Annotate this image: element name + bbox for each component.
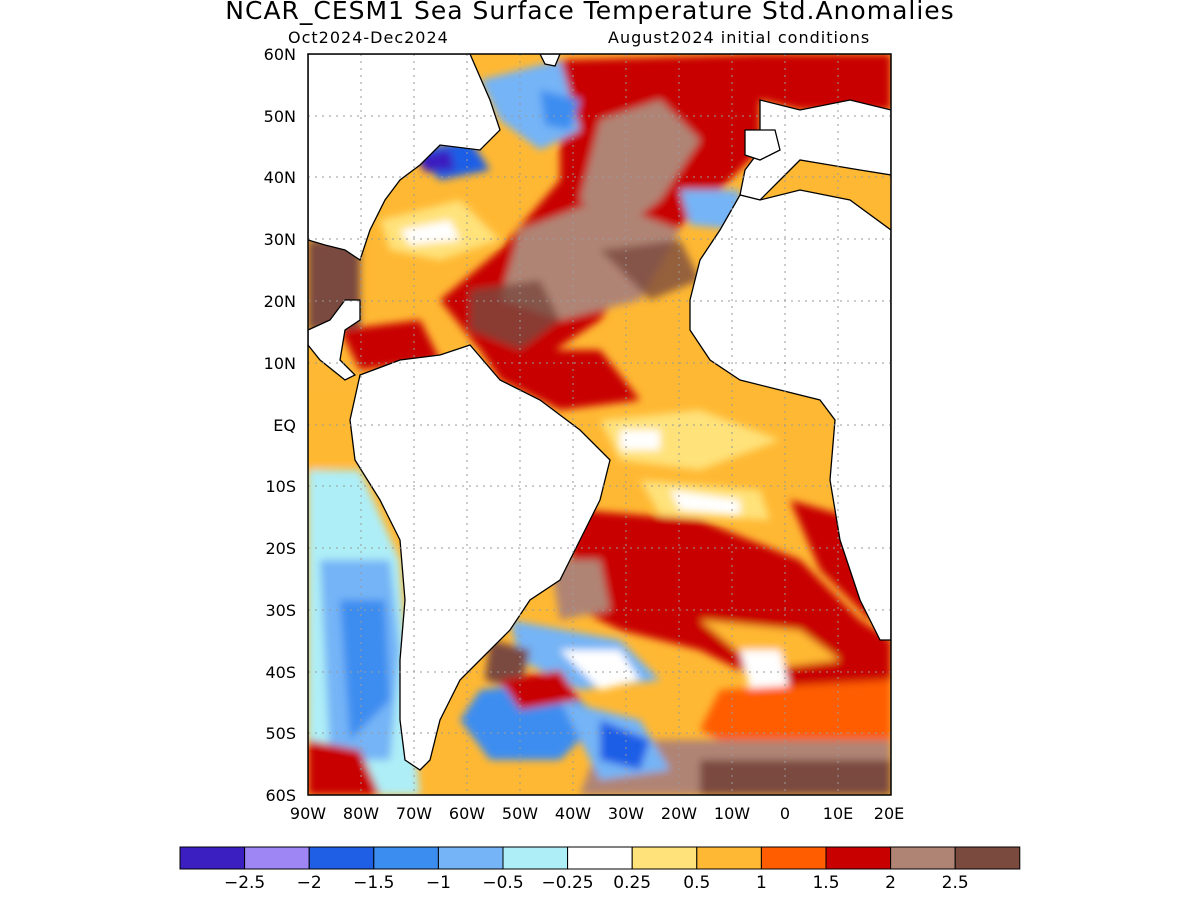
- colorbar-swatch: [502, 846, 569, 870]
- lat-tick: EQ: [273, 416, 296, 435]
- lat-tick: 20S: [265, 539, 296, 558]
- lon-axis: 90W 80W 70W 60W 50W 40W 30W 20W 10W 0 10…: [290, 804, 904, 823]
- lat-tick: 30N: [264, 230, 296, 249]
- lon-tick: 20W: [661, 804, 697, 823]
- lon-tick: 30W: [608, 804, 644, 823]
- lat-tick: 10S: [265, 477, 296, 496]
- colorbar-label: −2: [297, 873, 322, 893]
- colorbar-swatch: [244, 846, 310, 870]
- lat-tick: 30S: [265, 601, 296, 620]
- lat-tick: 40N: [264, 168, 296, 187]
- colorbar-swatch: [890, 846, 956, 870]
- lat-axis: 60N 50N 40N 30N 20N 10N EQ 10S 20S 30S 4…: [264, 45, 296, 805]
- graticule: [308, 54, 891, 795]
- colorbar-label: 1.5: [812, 873, 839, 893]
- lon-tick: 80W: [343, 804, 379, 823]
- colorbar-label: −2.5: [224, 873, 265, 893]
- lon-tick: 90W: [290, 804, 326, 823]
- colorbar-swatch: [179, 846, 246, 870]
- colorbar-swatch: [631, 846, 698, 870]
- colorbar-swatch: [308, 846, 375, 870]
- land: [308, 54, 891, 771]
- forecast-period: Oct2024-Dec2024: [288, 28, 449, 47]
- lon-tick: 60W: [449, 804, 485, 823]
- lon-tick: 20E: [874, 804, 904, 823]
- lon-tick: 0: [780, 804, 790, 823]
- lat-tick: 50N: [264, 107, 296, 126]
- lon-tick: 70W: [396, 804, 432, 823]
- colorbar-swatch: [760, 846, 827, 870]
- colorbar-swatch: [825, 846, 892, 870]
- lon-tick: 10W: [714, 804, 750, 823]
- map-frame: [307, 53, 892, 796]
- lon-tick: 10E: [823, 804, 853, 823]
- map-title: NCAR_CESM1 Sea Surface Temperature Std.A…: [225, 0, 955, 25]
- colorbar: −2.5 −2 −1.5 −1 −0.5 −0.25 0.25 0.5 1 1.5 2 2.5: [179, 846, 1021, 893]
- sst-field: [308, 54, 891, 795]
- lat-tick: 40S: [265, 663, 296, 682]
- colorbar-label: 0.5: [683, 873, 710, 893]
- colorbar-label: 1: [756, 873, 767, 893]
- colorbar-label: 2: [885, 873, 896, 893]
- colorbar-label: 0.25: [613, 873, 651, 893]
- colorbar-label: −1: [426, 873, 451, 893]
- colorbar-label: −0.25: [542, 873, 594, 893]
- colorbar-label: −1.5: [353, 873, 394, 893]
- colorbar-swatch: [954, 846, 1021, 870]
- colorbar-swatch: [567, 846, 633, 870]
- lat-tick: 60S: [265, 786, 296, 805]
- colorbar-swatch: [373, 846, 439, 870]
- colorbar-label: 2.5: [942, 873, 969, 893]
- lat-tick: 20N: [264, 292, 296, 311]
- lat-tick: 50S: [265, 724, 296, 743]
- colorbar-swatch: [437, 846, 504, 870]
- lon-tick: 50W: [502, 804, 538, 823]
- lat-tick: 60N: [264, 45, 296, 64]
- colorbar-swatch: [696, 846, 762, 870]
- colorbar-label: −0.5: [482, 873, 523, 893]
- initial-conditions: August2024 initial conditions: [608, 28, 871, 47]
- lat-tick: 10N: [264, 354, 296, 373]
- lon-tick: 40W: [555, 804, 591, 823]
